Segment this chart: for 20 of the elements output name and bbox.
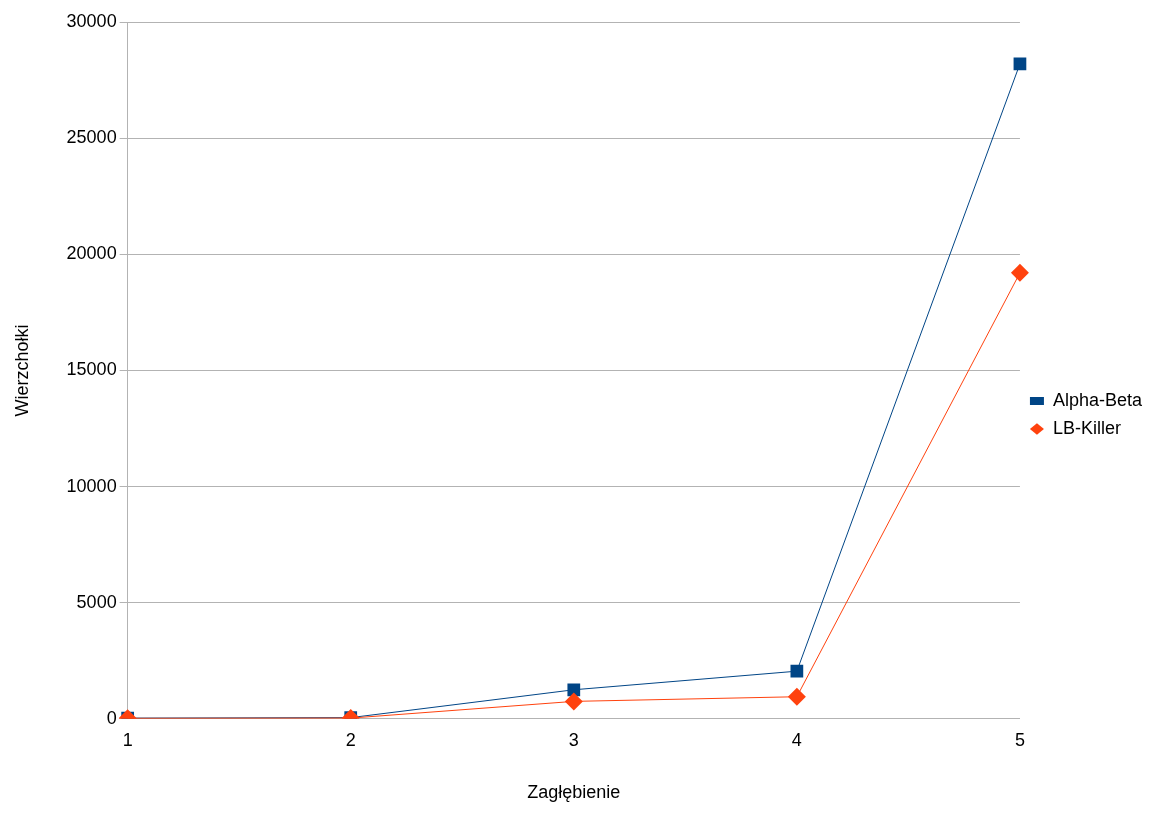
point — [787, 687, 806, 706]
point — [790, 664, 804, 678]
y-axis-title: Wierzchołki — [11, 324, 32, 417]
x-tick-label: 1 — [122, 729, 133, 750]
y-tick-label: 15000 — [66, 359, 117, 380]
legend-label: LB-Killer — [1052, 417, 1121, 438]
y-tick-label: 25000 — [66, 127, 117, 148]
point — [1010, 263, 1029, 282]
y-tick-label: 0 — [106, 707, 117, 728]
y-tick-label: 30000 — [66, 10, 117, 31]
x-tick-label: 4 — [791, 729, 802, 750]
x-tick-label: 3 — [568, 729, 579, 750]
point — [1013, 57, 1027, 71]
x-tick-label: 2 — [345, 729, 356, 750]
legend-label: Alpha-Beta — [1052, 389, 1143, 410]
x-axis-title: Zagłębienie — [527, 782, 621, 803]
y-tick-label: 20000 — [66, 243, 117, 264]
y-tick-label: 10000 — [66, 475, 117, 496]
y-tick-label: 5000 — [76, 591, 117, 612]
x-tick-label: 5 — [1014, 729, 1025, 750]
